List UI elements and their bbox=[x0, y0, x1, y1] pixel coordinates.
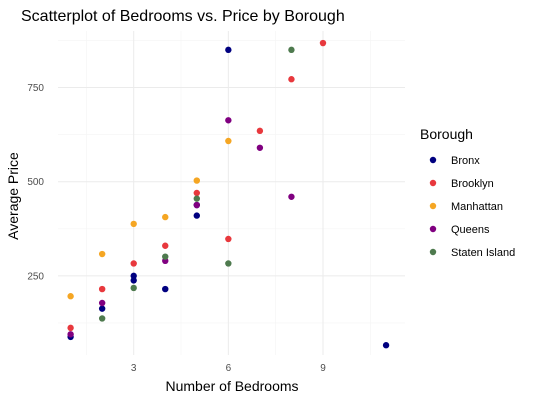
point-manhattan bbox=[162, 213, 169, 221]
point-staten-island bbox=[193, 195, 200, 202]
point-bronx bbox=[225, 46, 232, 54]
point-manhattan bbox=[193, 177, 200, 184]
point-manhattan bbox=[67, 293, 74, 300]
point-queens bbox=[193, 201, 200, 209]
x-axis-title: Number of Bedrooms bbox=[165, 378, 298, 394]
point-staten-island bbox=[288, 46, 295, 54]
point-bronx bbox=[130, 272, 137, 280]
legend: Borough Bronx Brooklyn Manhattan Queens Stat… bbox=[420, 126, 515, 259]
point-staten-island bbox=[130, 284, 137, 292]
point-brooklyn bbox=[98, 285, 106, 293]
legend-key-staten-island bbox=[429, 248, 437, 256]
legend-key-bronx bbox=[429, 156, 437, 164]
y-tick-label: 500 bbox=[27, 177, 44, 188]
legend-label-brooklyn: Brooklyn bbox=[451, 178, 494, 190]
point-manhattan bbox=[98, 250, 106, 258]
y-axis-title: Average Price bbox=[5, 152, 21, 240]
y-axis-ticks: 250 500 750 bbox=[27, 83, 44, 282]
x-tick-label: 9 bbox=[320, 363, 326, 374]
data-points bbox=[67, 39, 390, 349]
point-brooklyn bbox=[319, 39, 327, 47]
point-bronx bbox=[382, 342, 390, 349]
point-manhattan bbox=[225, 137, 232, 145]
point-staten-island bbox=[225, 260, 232, 267]
point-brooklyn bbox=[67, 324, 74, 332]
point-brooklyn bbox=[256, 127, 264, 135]
legend-label-manhattan: Manhattan bbox=[451, 201, 503, 213]
point-queens bbox=[288, 193, 295, 200]
point-staten-island bbox=[162, 253, 169, 260]
x-tick-label: 6 bbox=[226, 363, 232, 374]
legend-key-manhattan bbox=[429, 202, 437, 210]
y-tick-label: 750 bbox=[27, 83, 44, 94]
point-bronx bbox=[98, 305, 106, 312]
point-manhattan bbox=[130, 220, 137, 228]
point-brooklyn bbox=[225, 235, 232, 243]
point-staten-island bbox=[98, 315, 106, 322]
point-queens bbox=[256, 144, 264, 151]
x-tick-label: 3 bbox=[131, 363, 137, 374]
point-brooklyn bbox=[288, 76, 295, 83]
grid bbox=[58, 31, 405, 355]
legend-key-queens bbox=[429, 225, 437, 233]
chart-title: Scatterplot of Bedrooms vs. Price by Bor… bbox=[21, 8, 345, 25]
point-bronx bbox=[130, 277, 137, 284]
legend-label-staten-island: Staten Island bbox=[451, 247, 515, 259]
point-brooklyn bbox=[162, 242, 169, 249]
point-bronx bbox=[193, 212, 200, 219]
point-queens bbox=[67, 331, 74, 338]
point-queens bbox=[225, 117, 232, 124]
point-brooklyn bbox=[130, 260, 137, 267]
y-tick-label: 250 bbox=[27, 271, 44, 282]
x-axis-ticks: 3 6 9 bbox=[131, 363, 326, 374]
legend-label-queens: Queens bbox=[451, 224, 490, 236]
point-brooklyn bbox=[193, 189, 200, 197]
legend-label-bronx: Bronx bbox=[451, 155, 480, 167]
legend-title: Borough bbox=[420, 126, 473, 142]
point-bronx bbox=[162, 285, 169, 293]
legend-key-brooklyn bbox=[429, 179, 437, 187]
point-queens bbox=[98, 299, 106, 307]
